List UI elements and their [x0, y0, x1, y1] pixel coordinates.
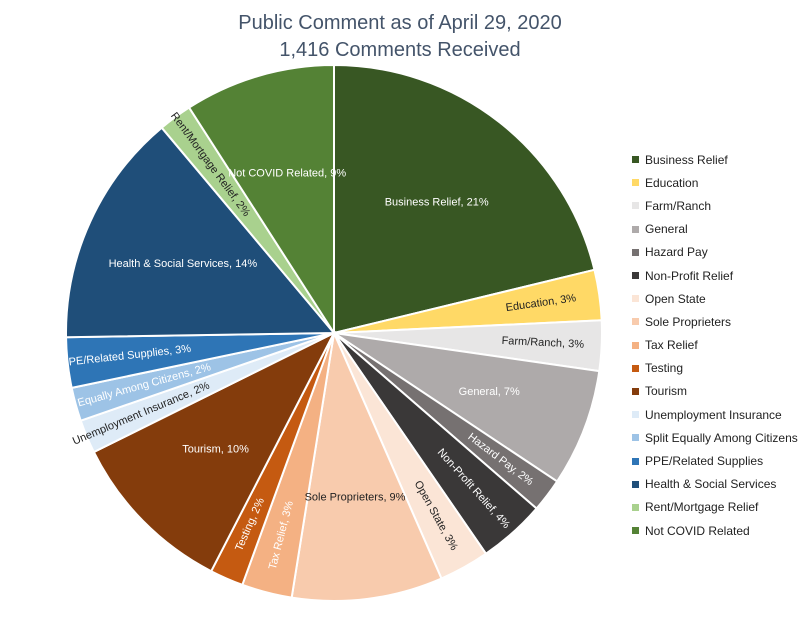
legend-label: Non-Profit Relief	[645, 268, 734, 283]
legend-label: Health & Social Services	[645, 477, 777, 492]
legend-swatch	[632, 156, 639, 164]
legend-item-business-relief: Business Relief	[632, 148, 800, 171]
chart-legend: Business Relief Education Farm/Ranch Genera…	[632, 148, 800, 542]
chart-title-block: Public Comment as of April 29, 2020 1,41…	[0, 10, 800, 64]
pie-slice-business-relief	[333, 63, 596, 335]
legend-swatch	[632, 202, 639, 210]
legend-swatch	[632, 364, 639, 372]
legend-item-hazard-pay: Hazard Pay	[632, 241, 800, 264]
legend-item-split-equally-among-citizens: Split Equally Among Citizens	[632, 426, 800, 449]
legend-swatch	[632, 318, 639, 326]
legend-item-not-covid-related: Not COVID Related	[632, 519, 800, 542]
legend-label: Business Relief	[645, 152, 728, 167]
legend-item-testing: Testing	[632, 357, 800, 380]
legend-label: Tax Relief	[645, 338, 698, 353]
legend-item-sole-proprieters: Sole Proprieters	[632, 310, 800, 333]
pie-slice-tourism	[92, 330, 337, 573]
legend-item-ppe-related-supplies: PPE/Related Supplies	[632, 449, 800, 472]
pie-slice-health-social-services	[65, 126, 337, 339]
legend-item-health-social-services: Health & Social Services	[632, 473, 800, 496]
legend-label: Split Equally Among Citizens	[645, 430, 798, 445]
legend-item-open-state: Open State	[632, 287, 800, 310]
legend-swatch	[632, 248, 639, 256]
legend-swatch	[632, 503, 639, 511]
legend-swatch	[632, 480, 639, 488]
legend-label: Rent/Mortgage Relief	[645, 500, 759, 515]
legend-label: Education	[645, 175, 699, 190]
pie-slice-general	[333, 332, 601, 483]
legend-swatch	[632, 272, 639, 280]
legend-swatch	[632, 527, 639, 535]
legend-label: Unemployment Insurance	[645, 407, 782, 422]
legend-item-tourism: Tourism	[632, 380, 800, 403]
legend-swatch	[632, 179, 639, 187]
legend-label: Hazard Pay	[645, 245, 708, 260]
legend-label: Tourism	[645, 384, 688, 399]
data-label-sole-proprieters: Sole Proprieters, 9%	[305, 492, 406, 504]
pie-slices	[65, 63, 604, 602]
legend-label: General	[645, 222, 688, 237]
legend-label: Testing	[645, 361, 684, 376]
legend-item-rent-mortgage-relief: Rent/Mortgage Relief	[632, 496, 800, 519]
data-label-not-covid-related: Not COVID Related, 9%	[228, 167, 346, 179]
data-label-business-relief: Business Relief, 21%	[385, 196, 489, 208]
chart-title: Public Comment as of April 29, 2020	[238, 12, 562, 34]
pie-slice-not-covid-related	[187, 63, 335, 337]
data-label-tourism: Tourism, 10%	[182, 443, 249, 455]
legend-label: Sole Proprieters	[645, 314, 732, 329]
legend-item-education: Education	[632, 171, 800, 194]
legend-swatch	[632, 225, 639, 233]
legend-label: Open State	[645, 291, 706, 306]
legend-item-non-profit-relief: Non-Profit Relief	[632, 264, 800, 287]
legend-swatch	[632, 341, 639, 349]
legend-label: PPE/Related Supplies	[645, 454, 764, 469]
legend-item-unemployment-insurance: Unemployment Insurance	[632, 403, 800, 426]
pie-slice-sole-proprieters	[290, 329, 443, 602]
legend-swatch	[632, 295, 639, 303]
legend-swatch	[632, 457, 639, 465]
legend-swatch	[632, 387, 639, 395]
legend-swatch	[632, 411, 639, 419]
legend-item-farm-ranch: Farm/Ranch	[632, 194, 800, 217]
data-label-health-social-services: Health & Social Services, 14%	[109, 258, 258, 270]
chart-subtitle: 1,416 Comments Received	[279, 39, 521, 61]
data-label-farm-ranch: Farm/Ranch, 3%	[501, 335, 584, 351]
legend-item-tax-relief: Tax Relief	[632, 334, 800, 357]
data-label-general: General, 7%	[459, 386, 520, 398]
legend-label: Not COVID Related	[645, 523, 750, 538]
legend-swatch	[632, 434, 639, 442]
legend-label: Farm/Ranch	[645, 198, 712, 213]
legend-item-general: General	[632, 218, 800, 241]
